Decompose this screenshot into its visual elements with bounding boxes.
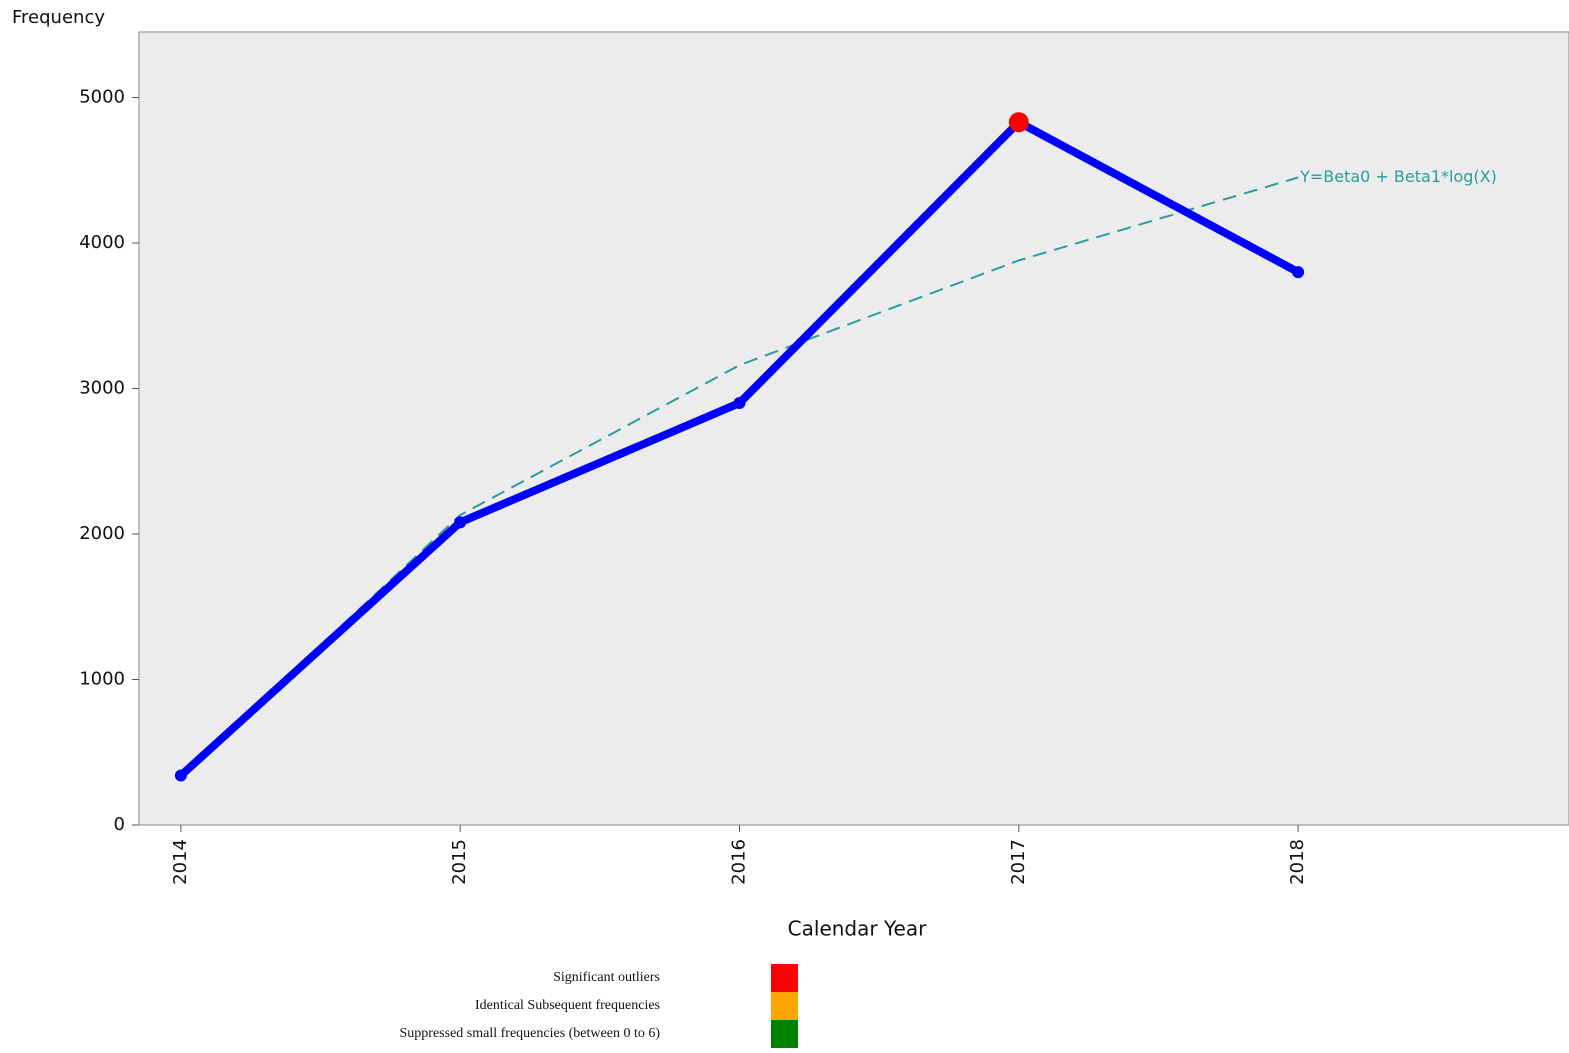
data-point xyxy=(1292,266,1305,279)
y-tick-label: 2000 xyxy=(79,523,125,544)
legend-swatch xyxy=(771,1020,798,1048)
legend-label: Significant outliers xyxy=(553,970,660,985)
y-axis-label: Frequency xyxy=(12,7,105,28)
x-tick-label: 2015 xyxy=(449,839,470,885)
data-point xyxy=(454,516,467,529)
data-point xyxy=(1008,112,1029,133)
x-tick-label: 2017 xyxy=(1008,839,1029,885)
data-point xyxy=(174,769,187,782)
y-tick-label: 0 xyxy=(114,814,125,835)
plot-area xyxy=(138,31,1569,826)
y-tick-label: 1000 xyxy=(79,668,125,689)
y-tick-label: 5000 xyxy=(79,86,125,107)
fit-label: Y=Beta0 + Beta1*log(X) xyxy=(1299,167,1497,186)
legend-label: Identical Subsequent frequencies xyxy=(475,998,660,1013)
x-tick-label: 2014 xyxy=(170,839,191,885)
x-axis-label: Calendar Year xyxy=(788,917,927,941)
data-point xyxy=(733,397,746,410)
legend-swatch xyxy=(771,964,798,992)
x-tick-label: 2016 xyxy=(728,839,749,885)
x-tick-label: 2018 xyxy=(1287,839,1308,885)
y-tick-label: 3000 xyxy=(79,377,125,398)
y-tick-label: 4000 xyxy=(79,232,125,253)
legend-swatch xyxy=(771,992,798,1020)
legend-label: Suppressed small frequencies (between 0 … xyxy=(400,1026,661,1041)
